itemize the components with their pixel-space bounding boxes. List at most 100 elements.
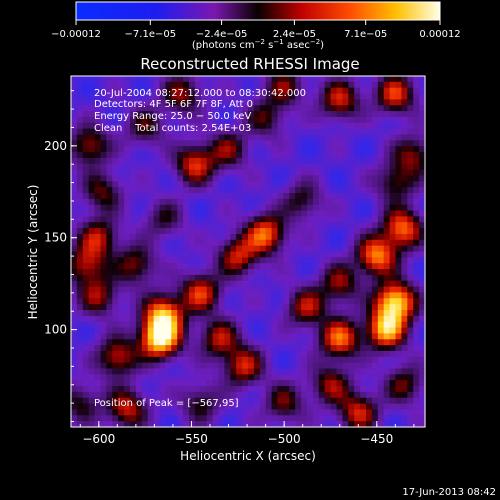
heatmap-cell xyxy=(147,99,155,106)
heatmap-cell xyxy=(389,374,397,381)
heatmap-cell xyxy=(348,233,355,241)
heatmap-cell xyxy=(324,362,332,370)
heatmap-cell xyxy=(130,263,137,270)
heatmap-cell xyxy=(289,386,296,393)
heatmap-cell xyxy=(159,257,166,264)
heatmap-cell xyxy=(265,157,273,165)
heatmap-cell xyxy=(206,374,214,381)
heatmap-cell xyxy=(377,140,385,147)
heatmap-cell xyxy=(324,310,332,317)
heatmap-cell xyxy=(277,175,284,182)
heatmap-cell xyxy=(159,99,166,106)
heatmap-cell xyxy=(301,292,308,299)
heatmap-cell xyxy=(94,122,102,130)
heatmap-cell xyxy=(354,228,361,235)
heatmap-cell xyxy=(336,350,343,358)
heatmap-cell xyxy=(76,163,84,171)
heatmap-cell xyxy=(342,163,349,171)
heatmap-cell xyxy=(301,257,308,264)
heatmap-cell xyxy=(395,122,402,130)
heatmap-cell xyxy=(206,193,214,200)
heatmap-cell xyxy=(224,187,231,194)
heatmap-cell xyxy=(330,128,338,136)
heatmap-cell xyxy=(242,93,249,100)
heatmap-cell xyxy=(194,99,202,106)
heatmap-cell xyxy=(271,204,279,212)
heatmap-cell xyxy=(318,140,326,147)
heatmap-cell xyxy=(76,198,84,206)
heatmap-cell xyxy=(366,315,373,323)
heatmap-cell xyxy=(324,239,332,247)
heatmap-cell xyxy=(218,193,225,200)
heatmap-cell xyxy=(206,134,214,141)
heatmap-cell xyxy=(106,169,113,177)
heatmap-cell xyxy=(395,198,402,206)
heatmap-cell xyxy=(100,163,107,171)
heatmap-cell xyxy=(177,292,184,299)
heatmap-cell xyxy=(289,163,296,171)
heatmap-cell xyxy=(283,222,290,229)
heatmap-cell xyxy=(395,87,402,95)
heatmap-cell xyxy=(360,99,367,106)
heatmap-cell xyxy=(189,380,196,387)
heatmap-cell xyxy=(200,163,208,171)
heatmap-cell xyxy=(283,140,290,147)
heatmap-cell xyxy=(88,304,96,311)
x-axis: −600 −550 −500 −450 xyxy=(79,421,415,446)
heatmap-cell xyxy=(218,233,225,241)
heatmap-cell xyxy=(312,292,320,299)
heatmap-cell xyxy=(106,204,113,212)
heatmap-cell xyxy=(218,315,225,323)
heatmap-cell xyxy=(265,228,273,235)
heatmap-cell xyxy=(253,146,261,153)
heatmap-cell xyxy=(283,233,290,241)
heatmap-cell xyxy=(324,233,332,241)
heatmap-cell xyxy=(413,134,420,141)
heatmap-cell xyxy=(419,397,426,405)
heatmap-cell xyxy=(130,128,137,136)
heatmap-cell xyxy=(277,403,284,411)
heatmap-cell xyxy=(189,350,196,358)
heatmap-cell xyxy=(177,345,184,352)
heatmap-cell xyxy=(312,298,320,305)
heatmap-cell xyxy=(147,111,155,118)
heatmap-cell xyxy=(106,380,113,387)
heatmap-cell xyxy=(224,391,231,399)
heatmap-cell xyxy=(366,146,373,153)
heatmap-cell xyxy=(248,350,255,358)
heatmap-cell xyxy=(383,87,391,95)
heatmap-cell xyxy=(171,403,178,411)
heatmap-cell xyxy=(277,315,284,323)
heatmap-cell xyxy=(189,280,196,288)
heatmap-cell xyxy=(395,280,402,288)
heatmap-cell xyxy=(330,245,338,253)
heatmap-cell xyxy=(289,350,296,358)
heatmap-cell xyxy=(377,269,385,276)
heatmap-cell xyxy=(153,286,161,294)
heatmap-cell xyxy=(218,362,225,370)
heatmap-cell xyxy=(183,263,190,270)
heatmap-cell xyxy=(295,157,302,165)
heatmap-cell xyxy=(419,362,426,370)
heatmap-cell xyxy=(88,105,96,112)
heatmap-cell xyxy=(236,386,243,393)
heatmap-cell xyxy=(360,403,367,411)
heatmap-cell xyxy=(230,239,237,247)
heatmap-cell xyxy=(230,298,237,305)
heatmap-cell xyxy=(283,152,290,159)
heatmap-cell xyxy=(88,415,96,422)
heatmap-cell xyxy=(130,415,137,422)
heatmap-cell xyxy=(206,216,214,223)
heatmap-cell xyxy=(371,333,379,340)
heatmap-cell xyxy=(289,134,296,141)
heatmap-cell xyxy=(230,245,237,253)
heatmap-cell xyxy=(236,380,243,387)
heatmap-cell xyxy=(165,333,172,340)
heatmap-cell xyxy=(177,421,184,428)
heatmap-cell xyxy=(118,222,125,229)
heatmap-cell xyxy=(271,134,279,141)
heatmap-cell xyxy=(124,222,131,229)
heatmap-cell xyxy=(230,198,237,206)
heatmap-cell xyxy=(153,187,161,194)
heatmap-cell xyxy=(130,239,137,247)
